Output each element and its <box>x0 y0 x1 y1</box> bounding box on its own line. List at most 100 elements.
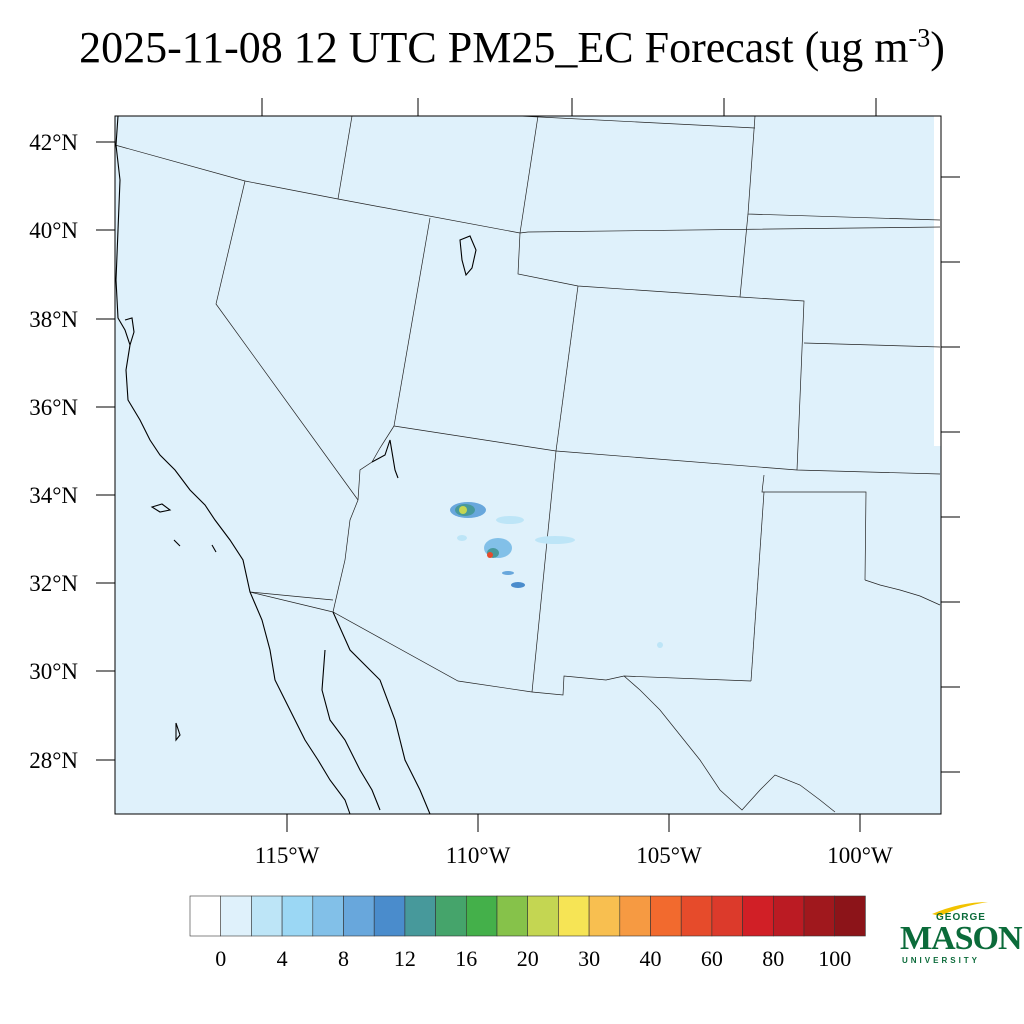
lon-label: 110°W <box>446 843 511 868</box>
colorbar-label: 20 <box>517 946 539 971</box>
plume-haze-2 <box>535 536 575 544</box>
colorbar-swatch <box>281 895 314 937</box>
lake-powell <box>371 439 399 479</box>
colorbar-label: 12 <box>394 946 416 971</box>
colorbar-swatch <box>496 895 529 937</box>
logo-line2: MASON <box>900 920 1023 957</box>
axis-ticks <box>96 98 960 832</box>
lat-label: 38°N <box>29 307 78 332</box>
colorbar-label: 8 <box>338 946 349 971</box>
lat-label: 28°N <box>29 748 78 773</box>
lat-label: 40°N <box>29 218 78 243</box>
colorbar-swatch <box>189 895 222 937</box>
lat-label: 30°N <box>29 659 78 684</box>
plume-north-core <box>459 506 467 514</box>
map-right-strip <box>934 116 941 446</box>
map-background <box>115 116 941 814</box>
colorbar <box>189 895 866 937</box>
lon-label: 100°W <box>827 843 893 868</box>
colorbar-swatch <box>435 895 467 937</box>
colorbar-swatch <box>803 895 836 937</box>
nevada-california-line <box>215 180 359 501</box>
colorbar-swatch <box>772 895 805 937</box>
pm25-patches <box>450 502 663 648</box>
red-river <box>864 579 941 606</box>
baja-peninsula <box>321 649 381 811</box>
sf-bay <box>124 317 135 346</box>
colorbar-swatch <box>834 895 866 937</box>
az-nm-line <box>531 450 557 693</box>
nm-south-line <box>531 675 752 696</box>
lat-label: 42°N <box>29 130 78 155</box>
rio-grande <box>623 675 836 813</box>
colorado-east-line <box>739 296 805 471</box>
colorbar-label: 80 <box>762 946 784 971</box>
colorbar-label: 100 <box>818 946 851 971</box>
colorado-river <box>332 425 395 613</box>
plume-haze-1 <box>496 516 524 524</box>
colorbar-label: 30 <box>578 946 600 971</box>
chart-title: 2025-11-08 12 UTC PM25_EC Forecast (ug m… <box>0 22 1024 73</box>
az-mexico-line <box>249 591 533 693</box>
george-mason-logo: GEORGE MASON UNIVERSITY <box>896 900 1023 970</box>
plume-small-1 <box>502 571 514 575</box>
map-frame <box>114 115 942 815</box>
colorbar-swatch <box>373 895 406 937</box>
colorbar-swatch <box>527 895 559 937</box>
title-close: ) <box>930 23 945 72</box>
logo-line3: UNIVERSITY <box>902 956 981 965</box>
colorbar-swatch <box>343 895 375 937</box>
idaho-nevada-oregon-line <box>114 144 246 182</box>
nevada-utah-line <box>393 217 431 427</box>
gulf-of-california-east <box>332 611 431 815</box>
plume-small-4 <box>657 642 663 648</box>
title-text: 2025-11-08 12 UTC PM25_EC Forecast (ug m <box>79 23 909 72</box>
colorbar-swatch <box>588 895 621 937</box>
colorbar-label: 4 <box>277 946 288 971</box>
political-borders <box>114 115 941 813</box>
title-exponent: -3 <box>908 23 931 53</box>
colorbar-swatch <box>680 895 713 937</box>
colorbar-label: 16 <box>455 946 477 971</box>
colorbar-label: 40 <box>640 946 662 971</box>
colorbar-swatch <box>558 895 590 937</box>
colorbar-label: 0 <box>215 946 226 971</box>
wyoming-north <box>519 115 756 129</box>
lon-label: 105°W <box>636 843 702 868</box>
colorbar-swatch <box>619 895 651 937</box>
colorbar-swatch <box>742 895 774 937</box>
colorbar-swatch <box>404 895 436 937</box>
plume-small-3 <box>457 535 467 541</box>
colorbar-labels: 0 4 8 12 16 20 30 40 60 80 100 <box>215 946 851 971</box>
channel-island-3 <box>211 544 217 553</box>
lat-label: 36°N <box>29 395 78 420</box>
nm-east-line <box>750 491 765 682</box>
colorbar-swatch <box>711 895 743 937</box>
logo-line1: GEORGE <box>936 912 986 923</box>
lon-label: 115°W <box>255 843 320 868</box>
plume-south-core <box>487 552 493 558</box>
idaho-border-north <box>337 115 353 200</box>
longitude-labels: 115°W 110°W 105°W 100°W <box>255 843 893 868</box>
logo-swoosh-icon <box>932 902 988 916</box>
colorbar-swatch <box>251 895 283 937</box>
guadalupe-island <box>175 722 181 742</box>
latitude-labels: 42°N 40°N 38°N 36°N 34°N 32°N 30°N 28°N <box>29 130 78 773</box>
wyoming-west-line <box>519 115 539 234</box>
kansas-line <box>803 342 941 348</box>
great-salt-lake <box>459 235 477 277</box>
four-corners-line <box>555 285 579 452</box>
lat-label: 34°N <box>29 483 78 508</box>
channel-island-1 <box>150 503 172 513</box>
plume-small-2 <box>511 582 525 588</box>
ca-mexico-line <box>249 591 334 601</box>
colorbar-swatch <box>465 895 498 937</box>
pacific-coast <box>115 115 351 815</box>
coastlines <box>115 115 477 815</box>
lat-label: 32°N <box>29 571 78 596</box>
colorbar-label: 60 <box>701 946 723 971</box>
channel-island-2 <box>173 539 181 547</box>
colorbar-swatch <box>312 895 344 937</box>
nm-tx-line <box>761 474 867 581</box>
